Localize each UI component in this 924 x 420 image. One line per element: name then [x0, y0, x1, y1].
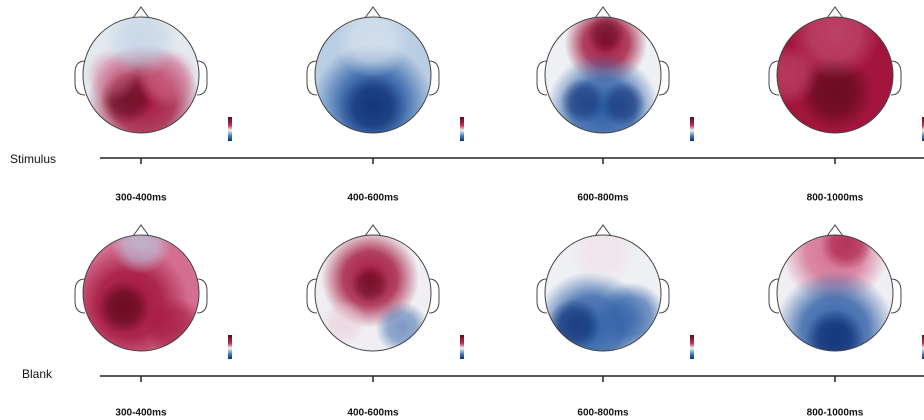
row-label: Stimulus: [10, 152, 56, 166]
topomap: [536, 224, 670, 352]
topomap: [306, 6, 440, 134]
color-bar: [922, 335, 924, 359]
ear: [428, 60, 440, 96]
time-label: 300-400ms: [115, 408, 167, 419]
nose: [132, 224, 150, 237]
potential-blob: [600, 81, 646, 127]
scalp-outline: [776, 16, 894, 134]
potential-blob: [103, 17, 179, 78]
time-label: 800-1000ms: [807, 408, 864, 419]
time-label: 800-1000ms: [807, 193, 864, 204]
ear: [74, 278, 86, 314]
row-label: Blank: [22, 367, 53, 381]
ear: [658, 60, 670, 96]
ear: [890, 278, 902, 314]
color-bar: [690, 335, 694, 359]
potential-blob: [777, 44, 819, 106]
color-bar: [922, 117, 924, 141]
color-bar: [228, 335, 232, 359]
topomap: [768, 6, 902, 134]
potential-blob: [375, 301, 429, 351]
topomap: [536, 6, 670, 134]
ear: [74, 60, 86, 96]
ear: [536, 60, 548, 96]
potential-blob: [321, 299, 367, 345]
nose: [594, 6, 612, 19]
time-label: 400-600ms: [347, 408, 399, 419]
potential-blob: [587, 17, 625, 54]
nose: [826, 6, 844, 19]
ear: [768, 278, 780, 314]
nose: [826, 224, 844, 237]
nose: [364, 6, 382, 19]
color-bar: [460, 335, 464, 359]
scalp-outline: [314, 234, 432, 352]
potential-blob: [560, 78, 606, 124]
scalp-outline: [314, 16, 432, 134]
ear: [768, 60, 780, 96]
ear: [196, 60, 208, 96]
nose: [594, 224, 612, 237]
topomap: [306, 224, 440, 352]
scalp-outline: [82, 16, 200, 134]
topomap: [74, 224, 208, 352]
potential-blob: [110, 235, 172, 274]
nose: [364, 224, 382, 237]
scalp-outline: [544, 234, 662, 352]
potential-blob: [339, 72, 407, 133]
time-label: 400-600ms: [347, 193, 399, 204]
scalp-outline: [544, 16, 662, 134]
ear: [890, 60, 902, 96]
topomap: [74, 6, 208, 134]
color-bar: [690, 117, 694, 141]
ear: [196, 278, 208, 314]
potential-blob: [335, 17, 411, 78]
color-bar: [460, 117, 464, 141]
time-label: 600-800ms: [577, 408, 629, 419]
potential-blob: [97, 281, 150, 334]
ear: [306, 278, 318, 314]
nose: [132, 6, 150, 19]
scalp-outline: [82, 234, 200, 352]
ear: [306, 60, 318, 96]
scalp-outline: [776, 234, 894, 352]
topomap: [768, 224, 902, 352]
potential-blob: [351, 265, 389, 304]
ear: [428, 278, 440, 314]
time-label: 600-800ms: [577, 193, 629, 204]
color-bar: [228, 117, 232, 141]
potential-blob: [820, 235, 873, 271]
time-label: 300-400ms: [115, 193, 167, 204]
ear: [658, 278, 670, 314]
ear: [536, 278, 548, 314]
potential-blob: [804, 309, 866, 351]
